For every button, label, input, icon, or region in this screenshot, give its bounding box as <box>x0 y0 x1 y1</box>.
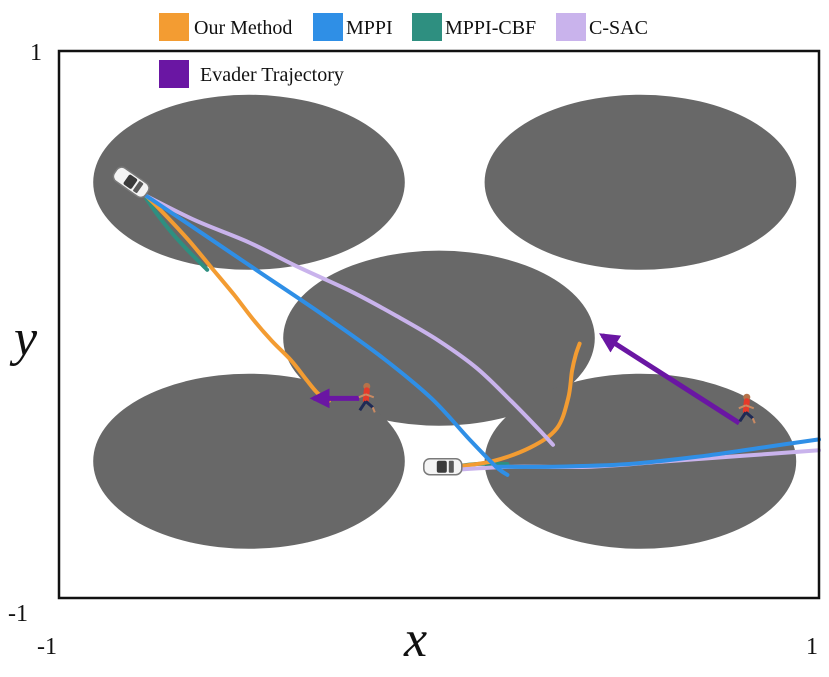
pursuer-car-1 <box>112 166 150 199</box>
runner-leg-front <box>364 400 374 409</box>
obstacle-2 <box>484 94 797 270</box>
runner-leg-front <box>744 411 754 420</box>
x-tick-right: 1 <box>806 634 818 660</box>
series-c-sac-segment-1 <box>144 194 555 447</box>
runner-arm-front <box>365 393 375 399</box>
legend-swatch-our-method <box>159 13 189 41</box>
pursuer-car-2 <box>423 457 463 476</box>
series-mppi-cbf-segment-1 <box>144 196 210 272</box>
car-rear-window <box>133 181 144 194</box>
runner-leg-back <box>738 411 748 423</box>
legend-label-mppi: MPPI <box>346 17 393 39</box>
runner-leg-back <box>358 400 368 412</box>
legend-label-mppi-cbf: MPPI-CBF <box>445 17 536 39</box>
legend: Our Method MPPI MPPI-CBF C-SAC Evader Tr… <box>159 13 648 88</box>
legend-swatch-mppi <box>313 13 343 41</box>
trajectories <box>144 194 821 477</box>
evader-arrows <box>309 333 741 426</box>
series-mppi-segment-1 <box>144 194 510 477</box>
runner-arm-back <box>358 393 367 399</box>
evader-arrow-2 <box>599 333 741 426</box>
y-tick-bottom: -1 <box>8 601 28 627</box>
series-our-method-segment-2 <box>452 341 582 469</box>
runner-arm-back <box>738 404 747 410</box>
legend-swatch-mppi-cbf <box>412 13 442 41</box>
series-our-method-segment-1 <box>144 194 331 404</box>
car-windshield <box>436 460 447 473</box>
car-windshield <box>123 174 138 189</box>
evader-runners <box>358 382 756 424</box>
y-axis-label: y <box>9 310 38 367</box>
runner-shin <box>371 406 376 413</box>
x-axis-label: x <box>403 611 427 668</box>
evader-runner-1 <box>358 382 376 413</box>
car-rear-window <box>448 460 454 473</box>
series-mppi-segment-2 <box>494 437 821 469</box>
legend-label-our-method: Our Method <box>194 17 292 39</box>
legend-label-c-sac: C-SAC <box>589 17 648 39</box>
pursuer-cars <box>112 166 463 476</box>
evader-runner-2 <box>738 393 756 424</box>
y-tick-top: 1 <box>30 40 42 66</box>
plot-frame <box>57 49 821 600</box>
legend-swatch-evader-trajectory <box>159 60 189 88</box>
legend-label-evader-trajectory: Evader Trajectory <box>200 64 344 86</box>
runner-shin <box>751 417 756 424</box>
legend-swatch-c-sac <box>556 13 586 41</box>
obstacle-1 <box>93 94 405 270</box>
x-tick-left: -1 <box>37 634 57 660</box>
runner-arm-front <box>745 404 755 410</box>
obstacles <box>93 94 797 549</box>
obstacle-4 <box>93 373 405 549</box>
